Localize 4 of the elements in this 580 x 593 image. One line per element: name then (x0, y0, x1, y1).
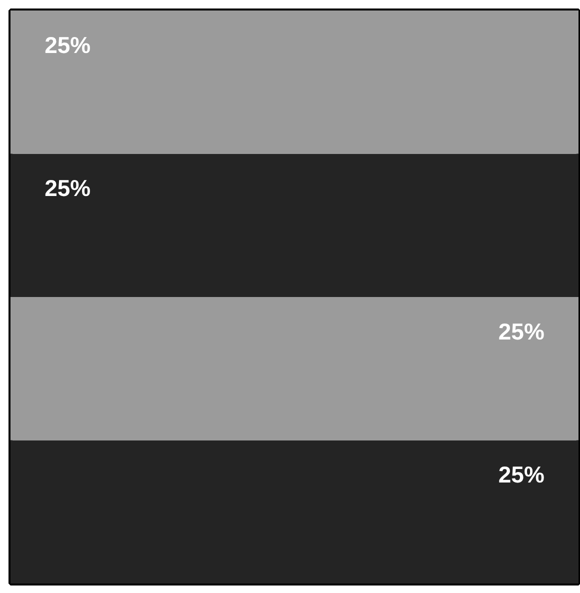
data-label: 25% (498, 462, 544, 488)
data-label: 25% (44, 175, 91, 202)
data-label: 25% (498, 318, 544, 344)
data-label: 25% (44, 32, 91, 58)
